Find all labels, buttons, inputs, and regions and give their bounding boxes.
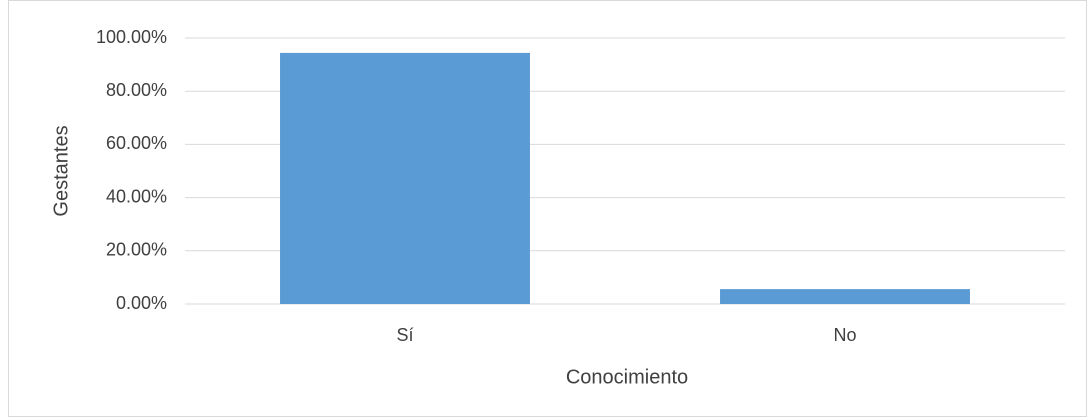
y-tick-label: 0.00% — [116, 293, 167, 313]
bar — [280, 52, 530, 305]
y-tick-label: 60.00% — [106, 133, 167, 153]
x-tick-label: Sí — [396, 325, 413, 345]
y-tick-label: 20.00% — [106, 240, 167, 260]
x-axis-label: Conocimiento — [566, 366, 688, 388]
x-tick-label: No — [833, 325, 856, 345]
bar — [720, 289, 970, 304]
chart-border — [8, 0, 1087, 417]
y-axis-label: Gestantes — [50, 125, 72, 216]
y-tick-label: 40.00% — [106, 186, 167, 206]
y-tick-label: 80.00% — [106, 80, 167, 100]
y-tick-label: 100.00% — [96, 27, 167, 47]
